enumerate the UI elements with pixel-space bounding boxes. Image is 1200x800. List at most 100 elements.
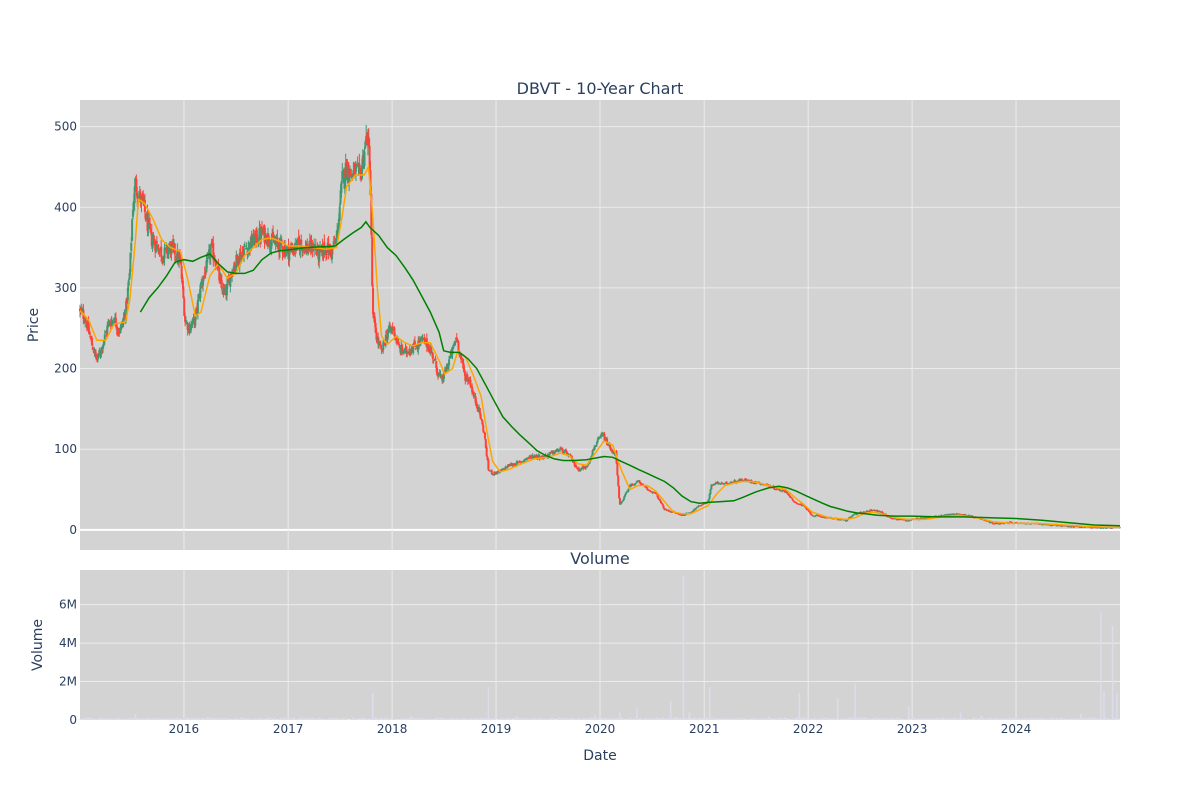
volume-bar <box>424 718 426 720</box>
volume-bar <box>779 717 781 720</box>
volume-bar <box>204 718 207 720</box>
candle-body <box>199 284 202 298</box>
volume-bar <box>346 718 349 720</box>
volume-bar <box>814 718 817 720</box>
volume-bar <box>563 718 566 720</box>
volume-bar <box>541 718 543 720</box>
volume-bar <box>750 719 752 720</box>
volume-bar <box>454 718 456 720</box>
volume-bar <box>1034 718 1036 720</box>
candle-body <box>413 341 416 347</box>
volume-bar <box>968 719 970 720</box>
volume-bar <box>866 717 868 720</box>
volume-x-ticks: 2016 2017 2018 2019 2020 2021 2022 2023 2024 <box>169 722 1032 736</box>
volume-bar <box>997 718 1000 720</box>
candle-body <box>150 231 153 246</box>
volume-bar <box>187 719 189 720</box>
volume-bar <box>1063 718 1065 720</box>
candle <box>375 327 378 344</box>
volume-bar <box>908 719 911 720</box>
volume-bar <box>768 718 771 720</box>
volume-bar <box>448 719 450 720</box>
volume-bar <box>296 718 298 720</box>
candle-body <box>485 447 488 457</box>
volume-bar <box>697 718 700 720</box>
volume-bar <box>196 719 198 720</box>
volume-bar <box>410 717 412 720</box>
candle-body <box>430 351 433 353</box>
volume-bar <box>638 719 641 720</box>
candle <box>111 319 114 327</box>
volume-bar <box>263 719 265 720</box>
candle-body <box>307 248 310 251</box>
volume-bar <box>1051 717 1053 720</box>
volume-bar <box>123 718 126 720</box>
candle <box>190 320 193 334</box>
volume-bar <box>353 718 355 720</box>
volume-bar <box>1089 717 1091 720</box>
volume-bar <box>1091 717 1093 720</box>
volume-bar <box>483 717 485 720</box>
volume-bar <box>668 719 671 720</box>
volume-bar <box>477 718 479 720</box>
candle-body <box>375 331 378 340</box>
volume-bar <box>319 717 321 720</box>
volume-bar <box>774 717 777 720</box>
volume-bar <box>1085 717 1087 720</box>
volume-bar <box>718 718 720 720</box>
volume-bar <box>766 718 768 720</box>
volume-bar <box>902 719 904 720</box>
candle <box>91 343 94 350</box>
volume-bar <box>170 718 173 720</box>
candle <box>616 462 619 476</box>
volume-bar <box>446 719 448 720</box>
volume-bar <box>787 719 789 720</box>
volume-bar <box>880 717 882 720</box>
candle <box>707 498 710 502</box>
candle <box>559 446 562 452</box>
volume-bar <box>912 717 914 720</box>
volume-bar <box>533 719 536 720</box>
volume-y-tick-label: 0 <box>69 713 77 727</box>
volume-bar <box>943 718 946 720</box>
volume-bar <box>995 719 997 720</box>
candle-body <box>851 515 854 517</box>
candle-body <box>624 494 627 497</box>
volume-bar <box>136 717 138 720</box>
volume-bar <box>455 718 457 720</box>
volume-bar <box>265 719 267 720</box>
volume-bar <box>374 717 376 720</box>
volume-bar <box>638 718 640 720</box>
candle <box>235 250 238 275</box>
candle-body <box>95 354 98 360</box>
volume-bar <box>885 719 887 720</box>
volume-bar <box>468 719 470 720</box>
candle-body <box>238 252 241 267</box>
volume-bar <box>445 718 447 720</box>
volume-bar <box>873 717 876 720</box>
volume-bar <box>266 719 268 720</box>
candle <box>417 336 420 355</box>
volume-bar <box>492 717 495 720</box>
volume-spike-bar <box>1116 693 1118 720</box>
volume-bar <box>313 718 315 720</box>
date-x-tick-label: 2020 <box>585 722 616 736</box>
candle <box>129 252 132 277</box>
volume-bar <box>801 718 803 720</box>
volume-bar <box>523 718 525 720</box>
volume-bar <box>755 719 757 720</box>
candle-body <box>988 520 991 523</box>
volume-bar <box>492 718 494 720</box>
volume-bar <box>1097 719 1099 720</box>
candle <box>182 280 185 299</box>
volume-bar <box>310 718 313 720</box>
volume-bar <box>809 717 812 720</box>
candle-body <box>518 461 521 463</box>
candle <box>397 338 400 346</box>
candle <box>300 234 303 247</box>
candle-body <box>108 321 111 323</box>
volume-bar <box>954 717 956 720</box>
volume-bar <box>621 719 624 720</box>
volume-bar <box>255 719 257 720</box>
volume-bar <box>396 719 398 720</box>
